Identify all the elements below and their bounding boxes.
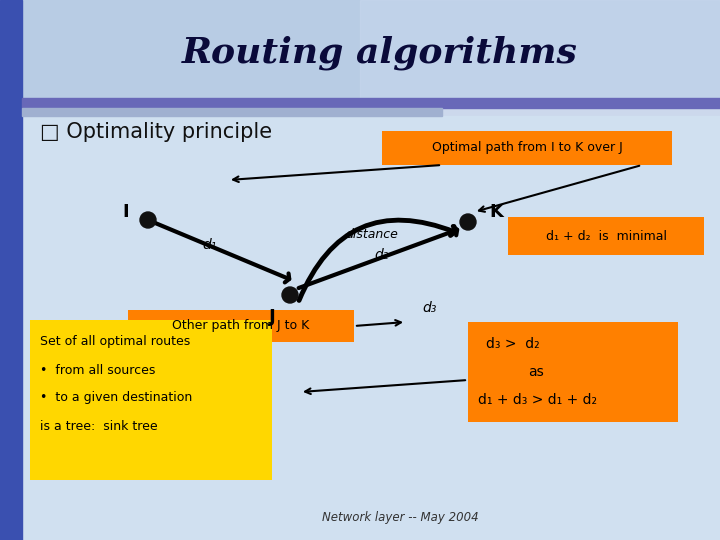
Text: Optimal path from I to K over J: Optimal path from I to K over J	[431, 141, 622, 154]
Text: •  from all sources: • from all sources	[40, 363, 156, 376]
Circle shape	[460, 214, 476, 230]
Text: Other path from J to K: Other path from J to K	[172, 320, 310, 333]
Text: J: J	[269, 308, 275, 326]
Bar	[382, 131, 672, 165]
Text: is a tree:  sink tree: is a tree: sink tree	[40, 420, 158, 433]
Text: as: as	[528, 365, 544, 379]
Text: d₂: d₂	[375, 248, 390, 262]
Text: □ Optimality principle: □ Optimality principle	[40, 122, 272, 142]
Text: Set of all optimal routes: Set of all optimal routes	[40, 335, 190, 348]
Circle shape	[140, 212, 156, 228]
Bar	[0, 0, 22, 540]
Bar	[468, 322, 678, 422]
Text: Routing algorithms: Routing algorithms	[182, 36, 578, 70]
Text: d₃ >  d₂: d₃ > d₂	[486, 337, 539, 351]
Text: distance: distance	[346, 228, 398, 241]
Bar	[508, 217, 704, 255]
Text: I: I	[122, 203, 130, 221]
Bar	[30, 320, 272, 480]
Text: d₁ + d₃ > d₁ + d₂: d₁ + d₃ > d₁ + d₂	[478, 393, 597, 407]
Text: d₁: d₁	[203, 238, 217, 252]
Text: •  to a given destination: • to a given destination	[40, 392, 192, 404]
Bar	[22, 116, 720, 540]
Circle shape	[282, 287, 298, 303]
Text: Network layer -- May 2004: Network layer -- May 2004	[322, 511, 478, 524]
Bar	[0, 0, 720, 100]
Bar	[22, 98, 720, 108]
Text: K: K	[489, 203, 503, 221]
Bar	[360, 0, 720, 100]
Bar	[22, 108, 442, 116]
Text: d₃: d₃	[423, 301, 437, 315]
Text: d₁ + d₂  is  minimal: d₁ + d₂ is minimal	[546, 230, 667, 242]
Bar	[128, 310, 354, 342]
